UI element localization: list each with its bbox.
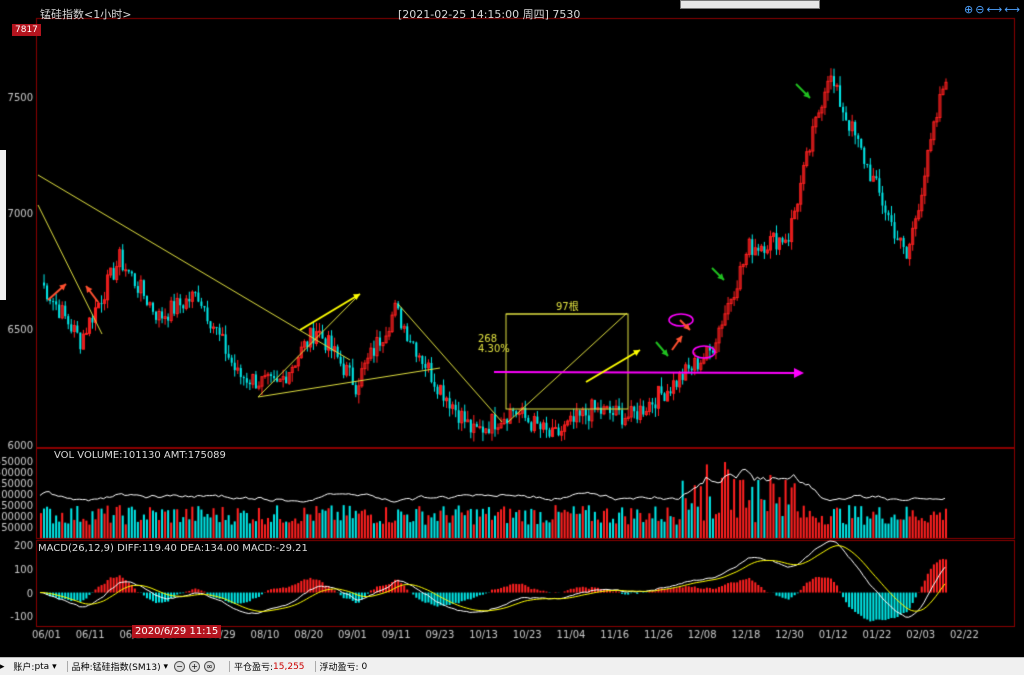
- datetime-info: [2021-02-25 14:15:00 周四] 7530: [398, 8, 581, 21]
- account-label: 账户:: [13, 663, 35, 673]
- plus-icon[interactable]: +: [188, 661, 200, 672]
- current-price-badge: 7817: [12, 24, 41, 36]
- minus-icon[interactable]: −: [173, 661, 185, 672]
- zoom-controls[interactable]: ⊕ ⊖ ⟷ ⟷: [962, 3, 1020, 16]
- account-select[interactable]: pta: [34, 661, 50, 672]
- arrow-left-right-icon[interactable]: ⟷: [1004, 3, 1020, 16]
- side-panel-tab[interactable]: [0, 150, 6, 300]
- status-flag-icon: ▸: [0, 661, 8, 672]
- zoom-in-icon[interactable]: ⊕: [964, 3, 974, 16]
- pnl-label: 平仓盈亏:: [233, 663, 274, 673]
- zoom-out-icon[interactable]: ⊖: [975, 3, 985, 16]
- product-label: 品种:: [71, 663, 93, 673]
- float-pnl-value: 0: [361, 661, 368, 672]
- product-select[interactable]: 锰硅指数(SM13): [92, 663, 161, 673]
- glasses-icon[interactable]: ∞: [203, 661, 215, 672]
- status-bar: ▸ 账户: pta ▾ 品种: 锰硅指数(SM13) ▾ − + ∞ 平仓盈亏: 15,2…: [0, 657, 1024, 675]
- chart-title: 锰硅指数<1小时>: [40, 8, 132, 21]
- float-pnl-label: 浮动盈亏:: [319, 663, 359, 673]
- pnl-value: 15,255: [273, 661, 305, 672]
- drawing-toolbar[interactable]: [680, 0, 820, 9]
- volume-legend: VOL VOLUME:101130 AMT:175089: [54, 450, 226, 461]
- arrow-left-right-icon[interactable]: ⟷: [986, 3, 1003, 16]
- cursor-date-badge: 2020/6/29 11:15: [132, 625, 222, 638]
- macd-legend: MACD(26,12,9) DIFF:119.40 DEA:134.00 MAC…: [38, 543, 308, 554]
- kline-chart[interactable]: [0, 0, 1024, 657]
